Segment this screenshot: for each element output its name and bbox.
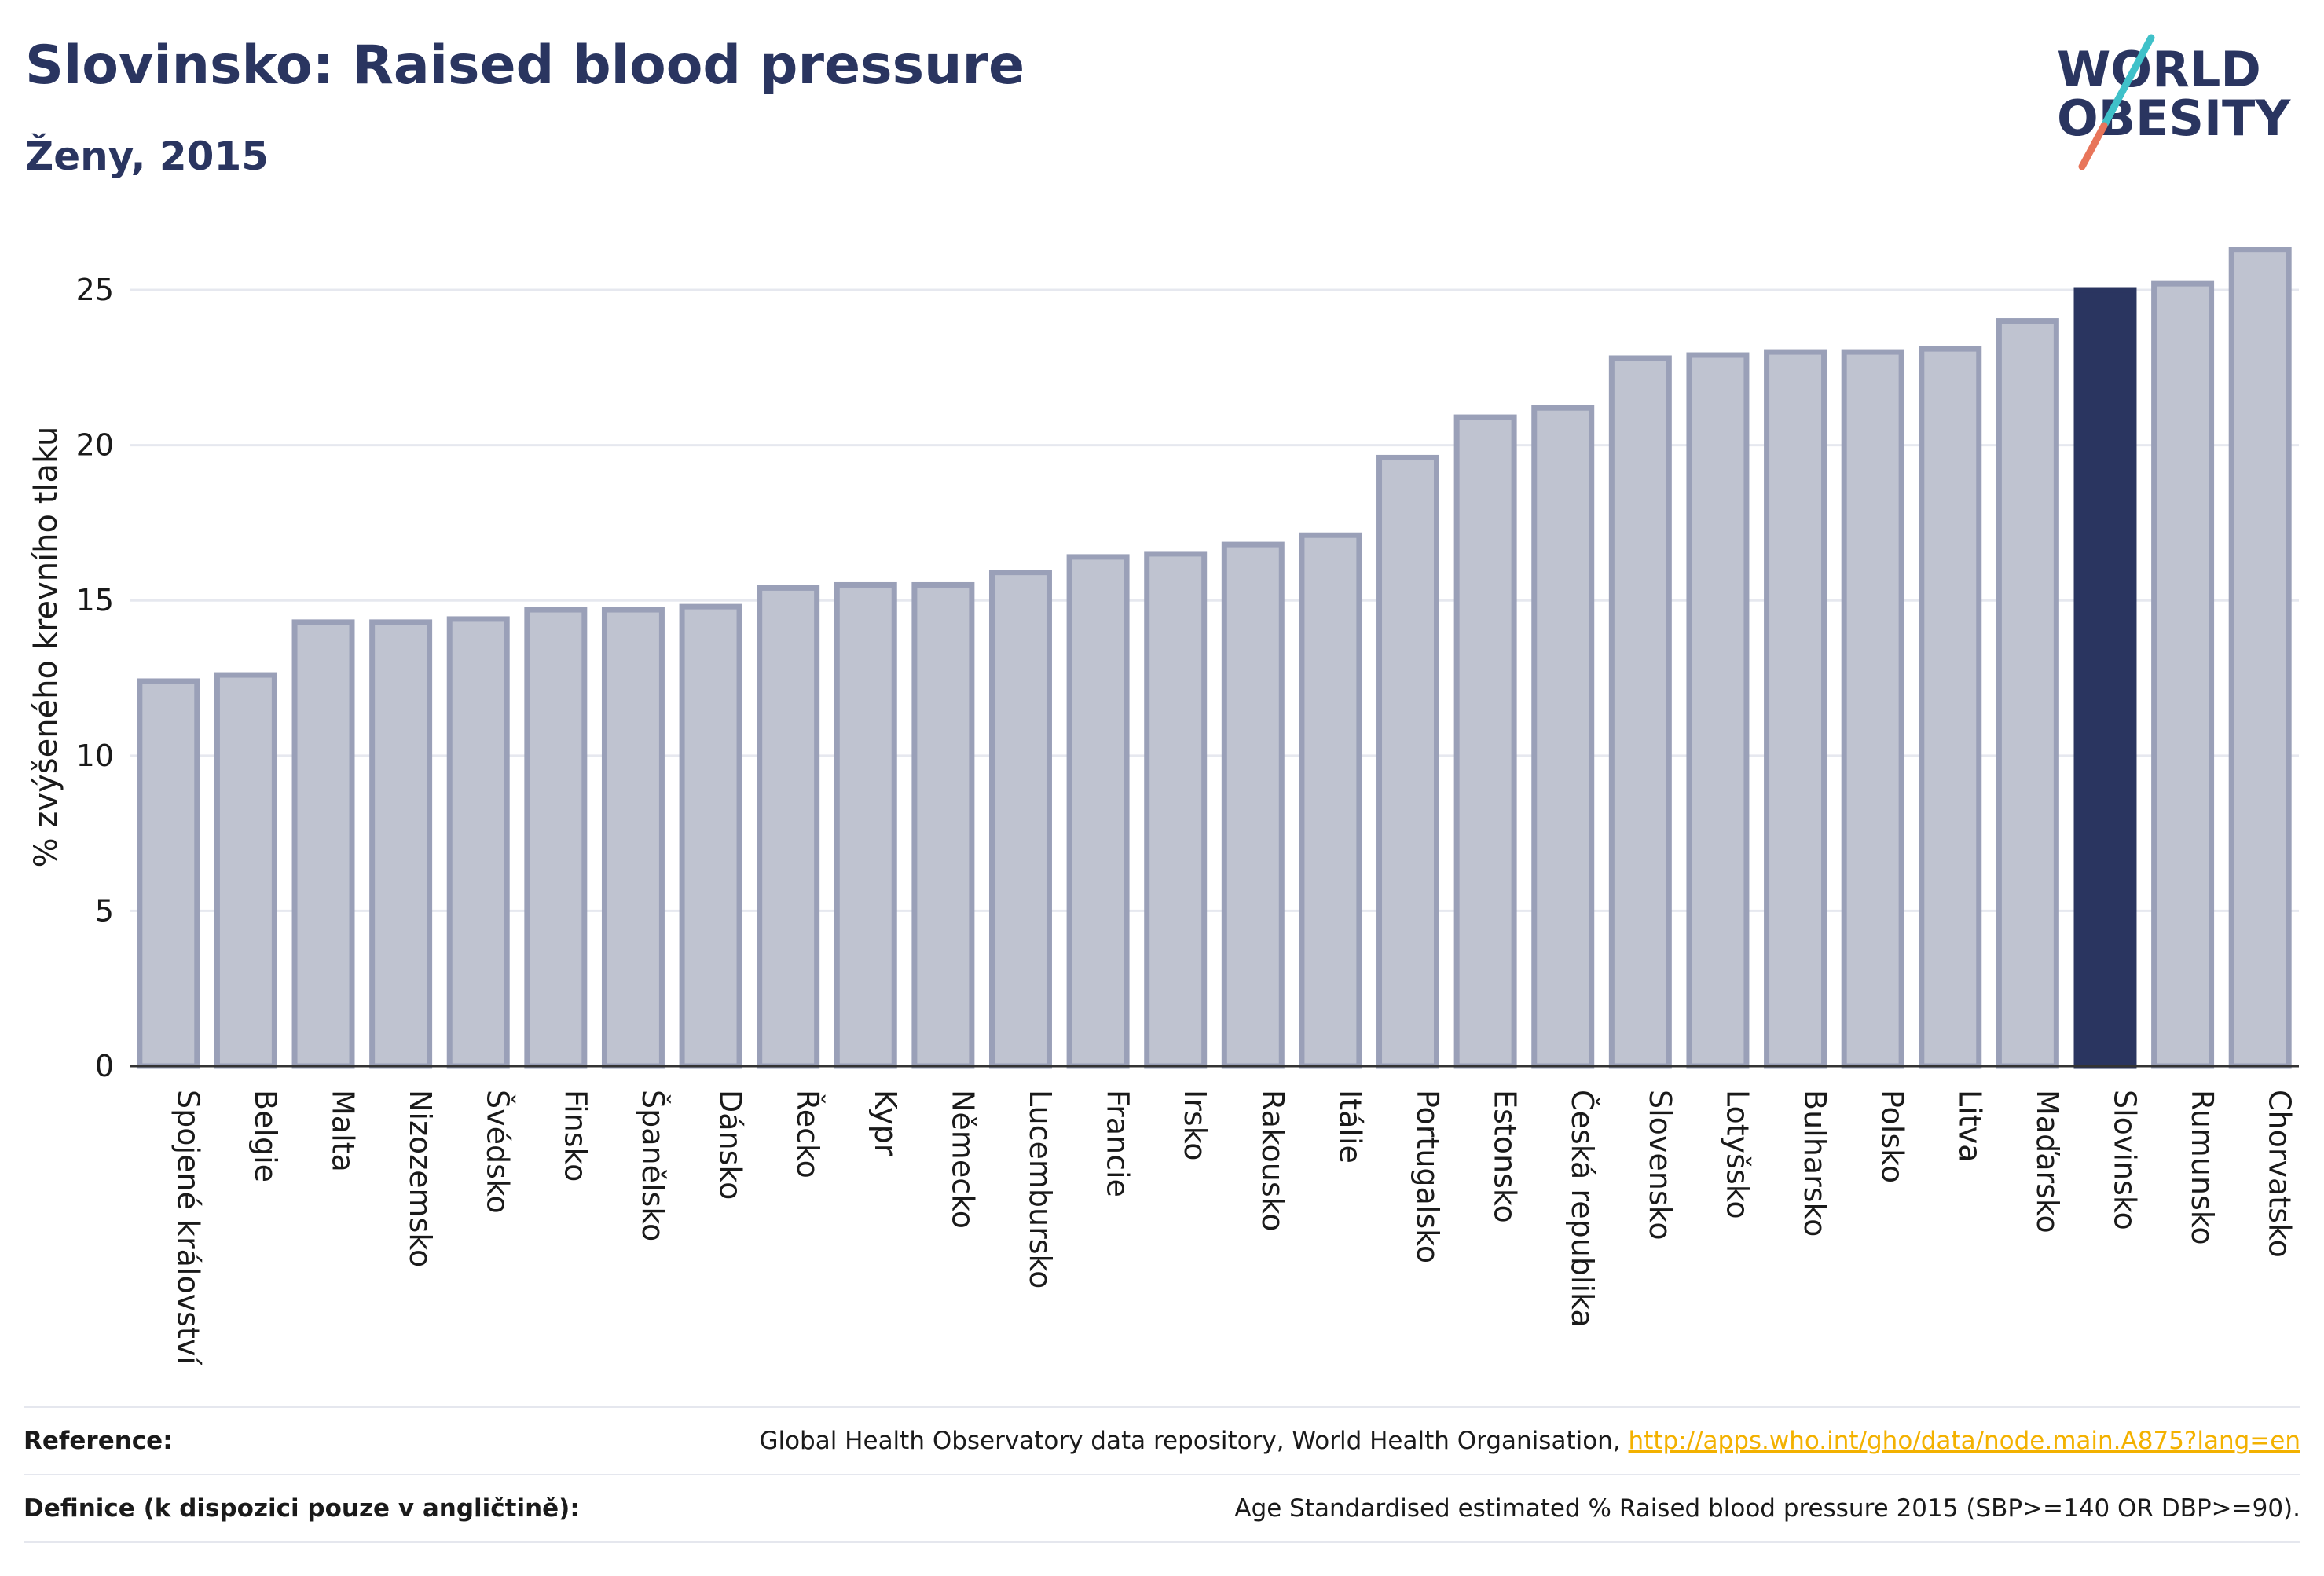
x-tick-label: Česká republika bbox=[1565, 1090, 1600, 1328]
x-tick-label: Irsko bbox=[1178, 1090, 1212, 1161]
reference-value: Global Health Observatory data repositor… bbox=[759, 1427, 2300, 1455]
bar bbox=[2073, 287, 2137, 1069]
world-obesity-logo: WORLD OBESITY bbox=[2057, 34, 2291, 170]
bar bbox=[1531, 405, 1595, 1069]
y-axis-title: % zvýšeného krevního tlaku bbox=[28, 427, 64, 868]
bar bbox=[834, 581, 897, 1069]
x-tick-label: Portugalsko bbox=[1410, 1090, 1445, 1263]
x-tick-label: Belgie bbox=[248, 1090, 283, 1182]
x-tick-label: Nizozemsko bbox=[403, 1090, 438, 1267]
x-tick-label: Maďarsko bbox=[2030, 1090, 2065, 1233]
bar bbox=[1764, 349, 1827, 1069]
logo-line1: WORLD bbox=[2057, 41, 2261, 98]
definition-row: Definice (k dispozici pouze v angličtině… bbox=[24, 1475, 2300, 1541]
x-tick-label: Lucembursko bbox=[1023, 1090, 1058, 1288]
bar bbox=[1686, 352, 1750, 1069]
bar bbox=[1919, 346, 1982, 1069]
reference-text: Global Health Observatory data repositor… bbox=[759, 1427, 1629, 1455]
x-tick-label: Bulharsko bbox=[1798, 1090, 1832, 1237]
x-tick-label: Estonsko bbox=[1488, 1090, 1523, 1223]
x-tick-label: Rumunsko bbox=[2185, 1090, 2220, 1245]
y-tick-label: 20 bbox=[76, 428, 114, 463]
bar bbox=[1453, 414, 1517, 1069]
bar bbox=[2151, 280, 2215, 1069]
x-tick-label: Slovinsko bbox=[2107, 1090, 2142, 1230]
y-tick-label: 15 bbox=[76, 583, 114, 618]
bar-chart: 0 5 10 15 20 25 Spojené království Belgie Malta N… bbox=[28, 247, 2299, 1365]
definition-label: Definice (k dispozici pouze v angličtině… bbox=[24, 1494, 580, 1523]
page-subtitle: Ženy, 2015 bbox=[25, 134, 269, 179]
reference-link[interactable]: http://apps.who.int/gho/data/node.main.A… bbox=[1628, 1427, 2300, 1455]
x-tick-label: Spojené království bbox=[170, 1090, 205, 1365]
x-tick-label: Dánsko bbox=[713, 1090, 748, 1200]
y-tick-label: 5 bbox=[95, 893, 114, 928]
x-tick-label: Chorvatsko bbox=[2263, 1090, 2297, 1258]
bar bbox=[291, 619, 355, 1069]
footer-divider-top bbox=[24, 1406, 2300, 1408]
page-title: Slovinsko: Raised blood pressure bbox=[25, 35, 1025, 97]
reference-row: Reference: Global Health Observatory dat… bbox=[24, 1408, 2300, 1474]
x-tick-label: Lotyšsko bbox=[1720, 1090, 1754, 1219]
x-tick-label: Polsko bbox=[1875, 1090, 1910, 1183]
bar bbox=[2228, 247, 2292, 1069]
x-tick-label: Finsko bbox=[558, 1090, 592, 1182]
x-tick-label: Švédsko bbox=[481, 1090, 515, 1214]
bar bbox=[601, 607, 665, 1069]
x-tick-label: Rakousko bbox=[1255, 1090, 1290, 1232]
bar bbox=[988, 570, 1052, 1069]
x-tick-label: Španělsko bbox=[636, 1090, 670, 1241]
y-tick-label: 0 bbox=[95, 1049, 114, 1083]
y-tick-label: 25 bbox=[76, 273, 114, 307]
bar bbox=[369, 619, 433, 1069]
bar bbox=[1066, 554, 1130, 1069]
x-tick-label: Řecko bbox=[790, 1090, 825, 1178]
bar bbox=[1608, 355, 1672, 1069]
bar bbox=[1376, 454, 1440, 1069]
logo-slash-coral bbox=[2078, 122, 2108, 170]
definition-text: Age Standardised estimated % Raised bloo… bbox=[1234, 1494, 2300, 1523]
x-tick-label: Litva bbox=[1952, 1090, 1987, 1162]
reference-label: Reference: bbox=[24, 1427, 173, 1455]
bar bbox=[524, 607, 588, 1069]
x-tick-label: Kypr bbox=[868, 1090, 903, 1156]
x-tick-label: Francie bbox=[1101, 1090, 1135, 1197]
bar bbox=[1299, 532, 1362, 1069]
bar bbox=[1221, 541, 1285, 1069]
bar bbox=[137, 678, 200, 1069]
bar bbox=[757, 585, 820, 1069]
bar bbox=[446, 616, 510, 1069]
footer-divider-bottom bbox=[24, 1541, 2300, 1543]
bar bbox=[214, 672, 277, 1069]
x-tick-label: Slovensko bbox=[1643, 1090, 1677, 1241]
x-tick-label: Malta bbox=[326, 1090, 361, 1172]
bar bbox=[1144, 551, 1208, 1069]
bar bbox=[679, 603, 742, 1069]
x-tick-label: Německo bbox=[945, 1090, 980, 1229]
footer-divider-middle bbox=[24, 1474, 2300, 1475]
bar bbox=[1996, 318, 2059, 1069]
bar bbox=[1841, 349, 1904, 1069]
y-tick-label: 10 bbox=[76, 739, 114, 773]
x-tick-label: Itálie bbox=[1332, 1090, 1367, 1164]
logo-slash-teal bbox=[2100, 34, 2155, 130]
bar bbox=[911, 581, 975, 1069]
